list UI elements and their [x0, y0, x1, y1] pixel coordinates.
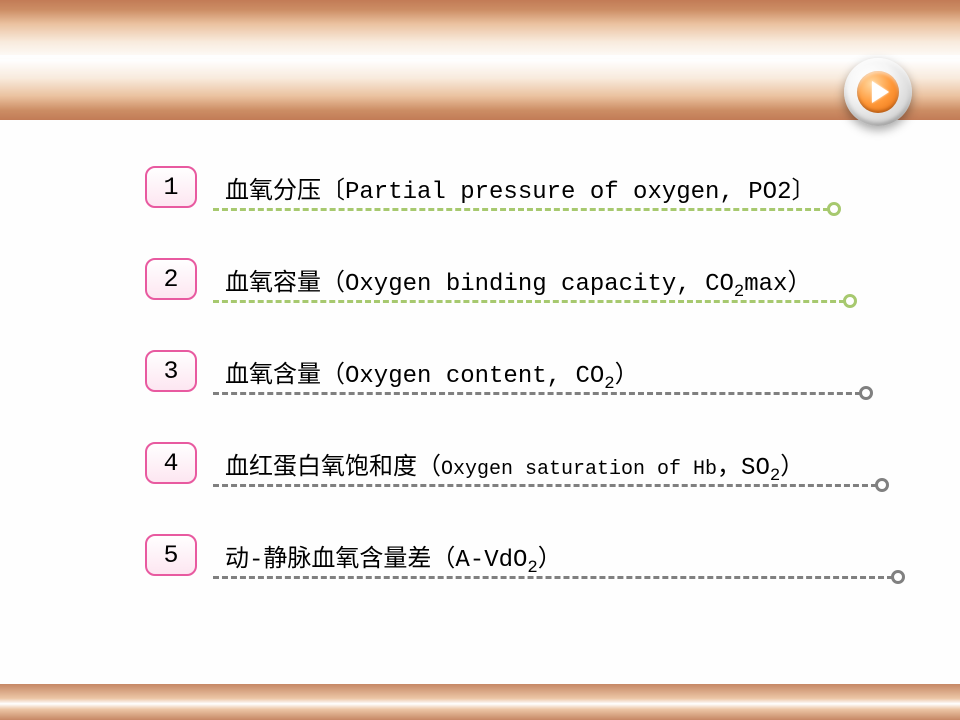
connector-endpoint-icon — [843, 294, 857, 308]
arrow-right-icon — [857, 71, 899, 113]
dashed-connector — [213, 300, 845, 303]
item-label: 动-静脉血氧含量差（A-VdO2） — [225, 538, 562, 578]
connector-endpoint-icon — [859, 386, 873, 400]
list-item: 4 血红蛋白氧饱和度（Oxygen saturation of Hb，SO2） — [145, 436, 880, 514]
list-item: 1 血氧分压〔Partial pressure of oxygen, PO2〕 — [145, 160, 880, 238]
list-item: 2 血氧容量（Oxygen binding capacity, CO2max） — [145, 252, 880, 330]
connector-endpoint-icon — [827, 202, 841, 216]
item-label: 血氧容量（Oxygen binding capacity, CO2max） — [225, 262, 811, 302]
item-label: 血氧含量（Oxygen content, CO2） — [225, 354, 639, 394]
list-item: 5 动-静脉血氧含量差（A-VdO2） — [145, 528, 880, 606]
dashed-connector — [213, 576, 893, 579]
item-label: 血红蛋白氧饱和度（Oxygen saturation of Hb，SO2） — [225, 446, 804, 486]
connector-endpoint-icon — [875, 478, 889, 492]
connector-endpoint-icon — [891, 570, 905, 584]
dashed-connector — [213, 208, 829, 211]
number-badge: 4 — [145, 442, 197, 484]
next-button[interactable] — [844, 58, 912, 126]
bottom-gradient-band — [0, 684, 960, 720]
number-badge: 3 — [145, 350, 197, 392]
item-label: 血氧分压〔Partial pressure of oxygen, PO2〕 — [225, 170, 815, 206]
number-badge: 5 — [145, 534, 197, 576]
top-gradient-band — [0, 0, 960, 120]
number-badge: 2 — [145, 258, 197, 300]
list-container: 1血氧分压〔Partial pressure of oxygen, PO2〕2血… — [145, 160, 880, 620]
number-badge: 1 — [145, 166, 197, 208]
dashed-connector — [213, 484, 877, 487]
dashed-connector — [213, 392, 861, 395]
list-item: 3 血氧含量（Oxygen content, CO2） — [145, 344, 880, 422]
